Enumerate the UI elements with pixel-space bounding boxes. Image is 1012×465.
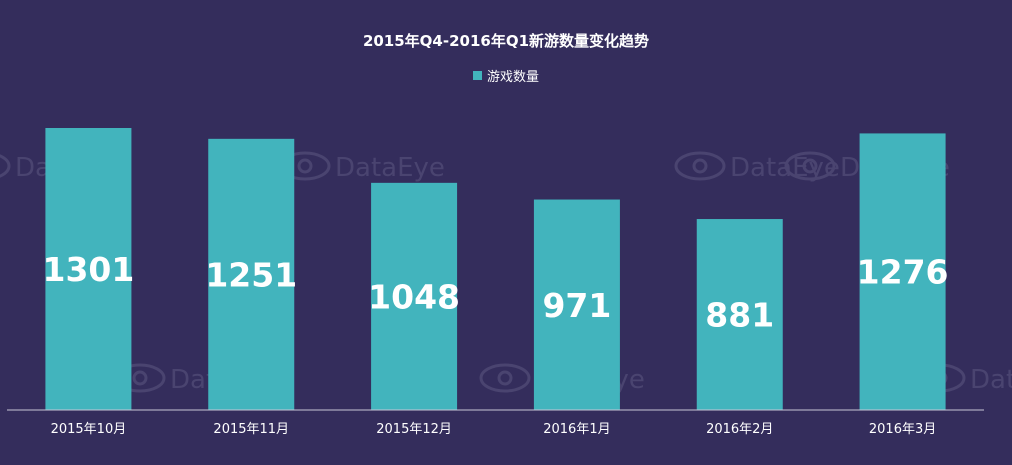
bar (371, 182, 458, 410)
x-tick-label: 2015年11月 (213, 422, 289, 437)
bar (859, 133, 946, 410)
x-tick-label: 2016年2月 (706, 422, 773, 437)
bars-group: 1301 1251 1048 971 881 1276 (42, 128, 949, 410)
x-tick-label: 2016年3月 (869, 422, 936, 437)
watermark-text: DataEye (335, 153, 445, 183)
watermark-text: DataEye (970, 365, 1012, 395)
legend-label: 游戏数量 (486, 70, 539, 85)
x-tick-label: 2015年12月 (376, 422, 452, 437)
bar (533, 199, 620, 410)
bar-value-label: 1251 (205, 255, 297, 294)
bar-value-label: 1048 (368, 277, 460, 316)
bar (696, 219, 783, 410)
x-tick-label: 2015年10月 (51, 422, 127, 437)
watermark-logo: DataEye (279, 151, 445, 183)
chart-title: 2015年Q4-2016年Q1新游数量变化趋势 (362, 32, 650, 50)
bar (45, 128, 132, 410)
bar-value-label: 881 (705, 296, 774, 335)
x-tick-labels: 2015年10月 2015年11月 2015年12月 2016年1月 2016年2月 20… (51, 422, 937, 437)
bar-value-label: 1276 (857, 253, 949, 292)
legend: 游戏数量 (0, 66, 1012, 85)
bar-value-label: 1301 (42, 250, 134, 289)
bar-value-label: 971 (542, 286, 611, 325)
x-tick-label: 2016年1月 (543, 422, 610, 437)
bar (208, 138, 295, 410)
legend-swatch (472, 71, 482, 80)
